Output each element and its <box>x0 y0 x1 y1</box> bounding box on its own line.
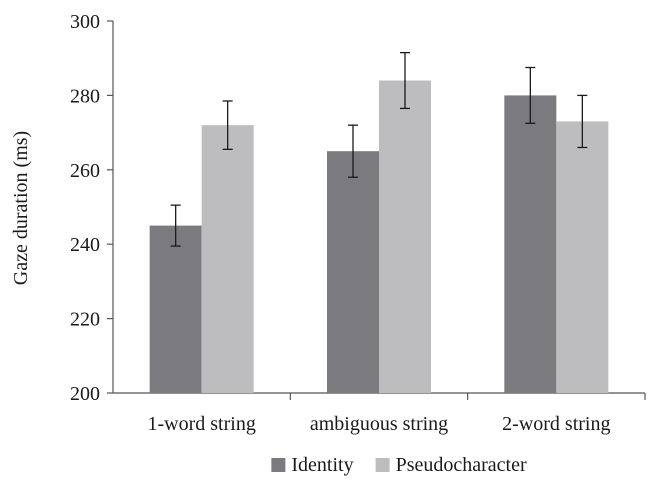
bar-pseudocharacter-2 <box>379 80 431 394</box>
error-bars <box>170 51 588 247</box>
legend-label: Pseudocharacter <box>396 454 527 476</box>
y-tick-label: 200 <box>70 383 100 405</box>
y-axis-title: Gaze duration (ms) <box>10 131 32 285</box>
bar-identity-3 <box>504 95 557 394</box>
legend: Identity Pseudocharacter <box>271 454 527 476</box>
labels: 200 220 240 260 280 300 1-word string ambiguous… <box>70 11 610 435</box>
y-tick-label: 300 <box>70 11 100 33</box>
bar-identity-1 <box>149 225 202 393</box>
legend-swatch <box>271 458 286 472</box>
bars <box>149 80 609 394</box>
y-tick-label: 260 <box>70 160 100 182</box>
y-tick-label: 240 <box>70 234 100 256</box>
legend-item-pseudocharacter: Pseudocharacter <box>375 454 527 476</box>
y-tick-label: 280 <box>70 85 100 107</box>
legend-label: Identity <box>291 454 353 476</box>
legend-swatch <box>375 458 390 472</box>
y-tick-label: 220 <box>70 309 100 331</box>
x-category-label: 1-word string <box>148 413 256 435</box>
x-category-label: 2-word string <box>502 413 610 435</box>
bar-identity-2 <box>327 151 379 393</box>
x-category-label: ambiguous string <box>310 413 448 435</box>
bar-pseudocharacter-3 <box>556 121 609 393</box>
bar-pseudocharacter-1 <box>201 125 254 393</box>
legend-item-identity: Identity <box>271 454 354 476</box>
